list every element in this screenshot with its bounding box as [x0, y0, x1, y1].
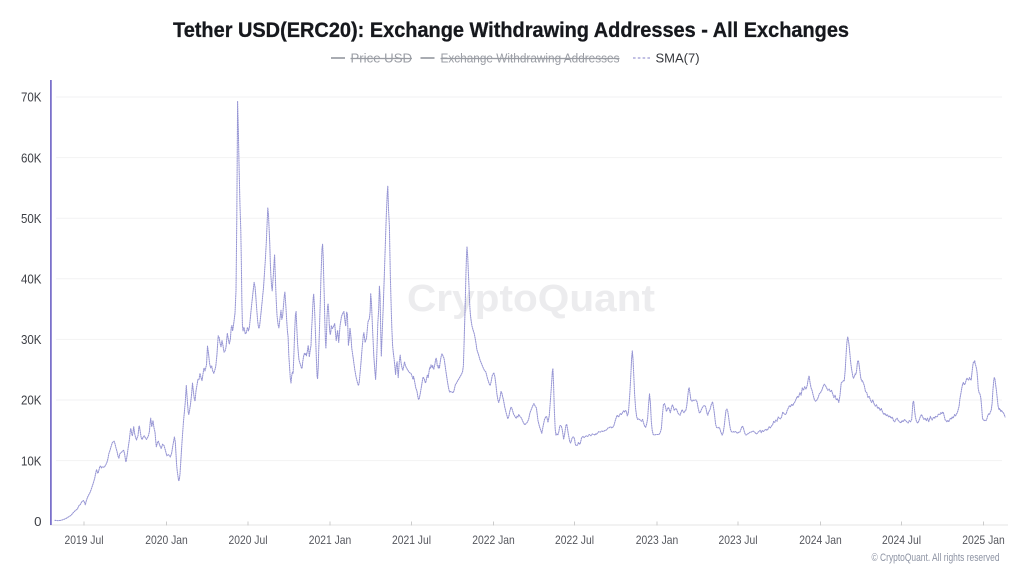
svg-text:CryptoQuant: CryptoQuant	[407, 278, 655, 320]
svg-text:2022 Jan: 2022 Jan	[472, 533, 515, 547]
svg-text:2023 Jan: 2023 Jan	[636, 533, 679, 547]
svg-text:2021 Jan: 2021 Jan	[309, 533, 352, 547]
svg-text:2019 Jul: 2019 Jul	[65, 533, 104, 547]
svg-text:30K: 30K	[21, 332, 42, 347]
svg-text:2023 Jul: 2023 Jul	[719, 533, 758, 547]
svg-text:20K: 20K	[21, 393, 42, 408]
svg-text:60K: 60K	[21, 150, 42, 165]
svg-text:2021 Jul: 2021 Jul	[392, 533, 431, 547]
svg-text:2020 Jan: 2020 Jan	[145, 533, 188, 547]
svg-text:Exchange Withdrawing Addresses: Exchange Withdrawing Addresses	[441, 51, 620, 66]
svg-text:70K: 70K	[21, 90, 42, 105]
svg-text:2020 Jul: 2020 Jul	[229, 533, 268, 547]
svg-text:10K: 10K	[21, 453, 42, 468]
svg-text:SMA(7): SMA(7)	[656, 51, 700, 66]
svg-text:© CryptoQuant. All rights rese: © CryptoQuant. All rights reserved	[872, 552, 1000, 564]
svg-text:0: 0	[34, 514, 41, 529]
svg-text:Tether USD(ERC20): Exchange Wi: Tether USD(ERC20): Exchange Withdrawing …	[173, 18, 849, 42]
svg-text:50K: 50K	[21, 211, 42, 226]
svg-text:2022 Jul: 2022 Jul	[555, 533, 594, 547]
svg-text:2025 Jan: 2025 Jan	[962, 533, 1005, 547]
svg-text:Price USD: Price USD	[351, 51, 413, 66]
svg-text:2024 Jul: 2024 Jul	[882, 533, 921, 547]
svg-text:40K: 40K	[21, 272, 42, 287]
svg-text:2024 Jan: 2024 Jan	[799, 533, 842, 547]
